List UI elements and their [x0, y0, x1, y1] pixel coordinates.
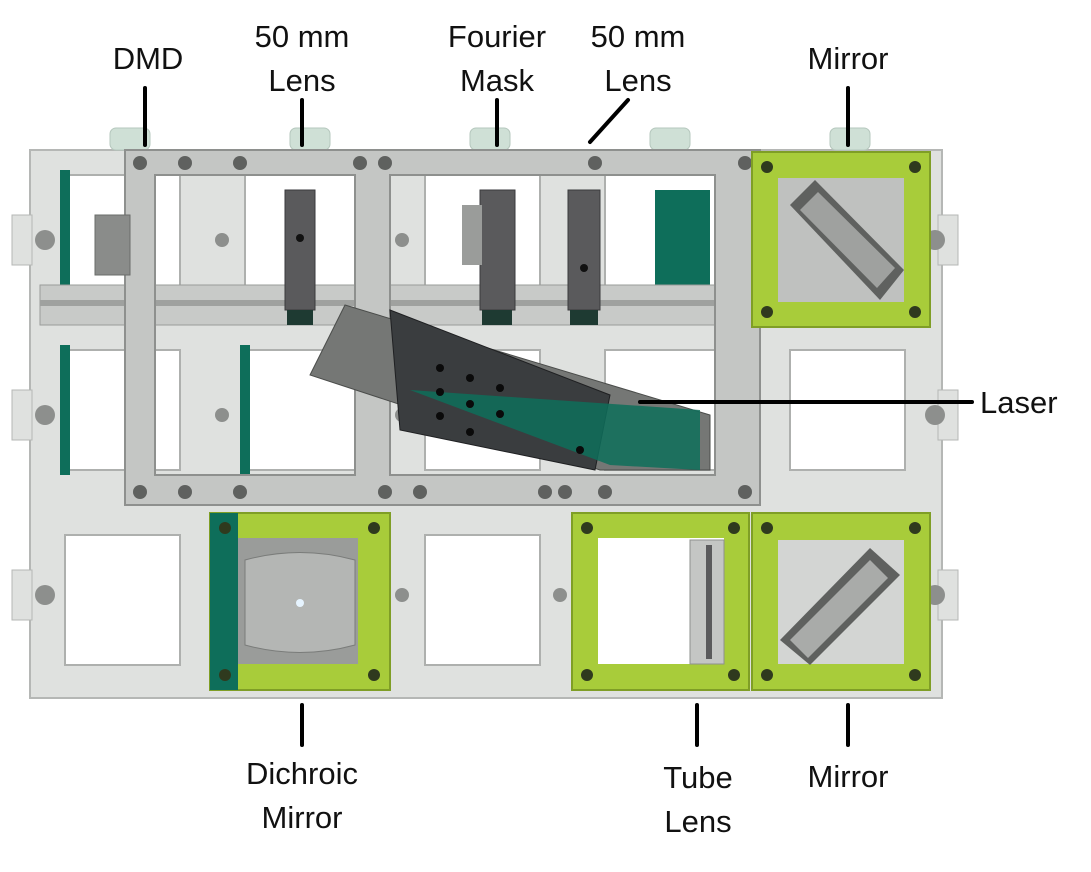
label-fourier-mask-line1: Fourier — [447, 19, 547, 54]
dichroic-mirror-cube — [209, 512, 391, 691]
lens-holder-1 — [284, 189, 316, 325]
laser-module — [309, 304, 711, 471]
label-lens-1-line2: Lens — [268, 63, 336, 98]
lens-holder-2 — [567, 189, 601, 325]
label-mirror-top-text: Mirror — [807, 41, 889, 76]
mirror-cube-bottom — [751, 512, 931, 691]
label-lens-2-line2: Lens — [604, 63, 672, 98]
mirror-cube-top — [751, 151, 931, 328]
lens2-leader — [588, 98, 630, 144]
label-lens-1: 50 mm Lens — [240, 15, 364, 103]
label-mirror-bottom: Mirror — [788, 755, 908, 799]
label-mirror-top: Mirror — [788, 37, 908, 81]
tube-lens-cube — [571, 512, 750, 691]
label-laser-text: Laser — [980, 385, 1058, 420]
dmd-module — [94, 214, 131, 276]
label-lens-1-line1: 50 mm — [254, 19, 350, 54]
label-tube-lens-line2: Lens — [664, 804, 732, 839]
fourier-mask-holder — [462, 189, 516, 325]
label-dmd-text: DMD — [112, 41, 184, 76]
label-dichroic-mirror: Dichroic Mirror — [232, 752, 372, 840]
label-fourier-mask-line2: Mask — [459, 63, 535, 98]
label-tube-lens-line1: Tube — [663, 760, 733, 795]
label-tube-lens: Tube Lens — [648, 756, 748, 844]
label-fourier-mask: Fourier Mask — [432, 15, 562, 103]
label-dichroic-line2: Mirror — [261, 800, 343, 835]
label-lens-2-line1: 50 mm — [590, 19, 686, 54]
label-dmd: DMD — [100, 37, 196, 81]
label-mirror-bottom-text: Mirror — [807, 759, 889, 794]
label-dichroic-line1: Dichroic — [246, 756, 358, 791]
label-laser: Laser — [980, 381, 1080, 425]
label-lens-2: 50 mm Lens — [576, 15, 700, 103]
